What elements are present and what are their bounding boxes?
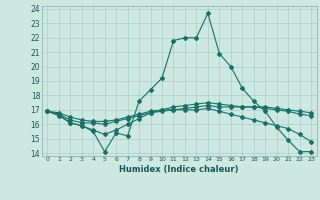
X-axis label: Humidex (Indice chaleur): Humidex (Indice chaleur) xyxy=(119,165,239,174)
